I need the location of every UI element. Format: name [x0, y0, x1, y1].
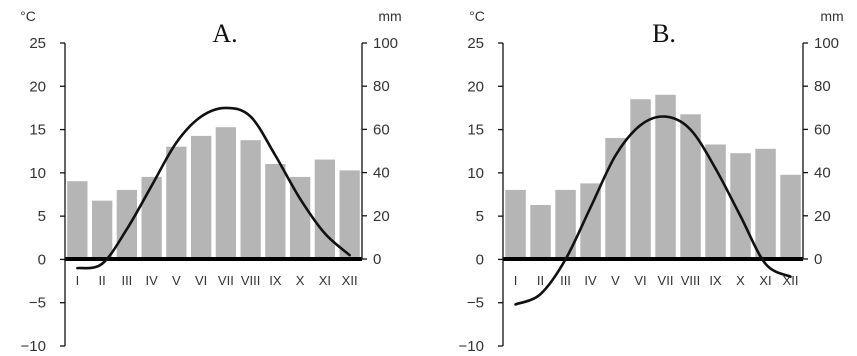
precip-bar-VI [191, 135, 212, 259]
month-label-XII: XII [783, 273, 799, 288]
month-label-III: III [560, 273, 571, 288]
precip-tick-label: 60 [373, 121, 390, 138]
month-label-XII: XII [342, 273, 358, 288]
temp-tick-label: 10 [29, 165, 46, 182]
precip-bar-VI [630, 99, 651, 259]
temp-tick-label: −10 [459, 338, 484, 355]
precip-bar-VIII [680, 114, 701, 259]
chart-title: A. [212, 19, 237, 48]
temp-tick-label: 20 [29, 78, 46, 95]
month-label-X: X [736, 273, 745, 288]
month-label-IV: IV [145, 273, 158, 288]
precip-bar-I [67, 181, 88, 259]
month-label-V: V [172, 273, 181, 288]
precip-unit-label: mm [820, 8, 843, 24]
precip-tick-label: 20 [814, 208, 831, 225]
precip-bar-IV [580, 183, 601, 259]
temp-tick-label: 15 [29, 122, 46, 139]
month-label-VI: VI [634, 273, 646, 288]
precip-tick-label: 100 [373, 35, 398, 52]
month-label-XI: XI [759, 273, 771, 288]
precip-bar-XI [755, 148, 776, 259]
precip-tick-label: 40 [373, 165, 390, 182]
month-label-IX: IX [709, 273, 722, 288]
month-label-I: I [514, 273, 518, 288]
precip-bar-IX [265, 164, 286, 259]
precip-bar-III [555, 189, 576, 259]
precip-bar-XII [780, 174, 801, 259]
temp-tick-label: −5 [467, 295, 484, 312]
temp-tick-label: 10 [467, 165, 484, 182]
precip-bar-V [605, 138, 626, 259]
precip-tick-label: 80 [373, 78, 390, 95]
precip-tick-label: 0 [373, 251, 381, 268]
temp-tick-label: 25 [29, 35, 46, 52]
temp-tick-label: 0 [476, 251, 484, 268]
temperature-line [76, 106, 351, 270]
precip-bar-IV [141, 176, 162, 259]
chart-title: B. [652, 19, 676, 48]
precip-unit-label: mm [378, 8, 401, 24]
precip-bar-III [116, 189, 137, 259]
precip-bar-XI [314, 159, 335, 259]
temp-tick-label: 5 [476, 208, 484, 225]
month-label-VIII: VIII [241, 273, 261, 288]
precip-bar-I [505, 189, 526, 259]
precip-tick-label: 80 [814, 78, 831, 95]
temp-tick-label: 0 [38, 251, 46, 268]
precip-bar-VIII [240, 140, 261, 259]
precip-bar-V [166, 146, 187, 259]
precip-bar-X [730, 153, 751, 259]
temp-unit-label: °C [20, 8, 36, 24]
temp-tick-label: −5 [29, 295, 46, 312]
temp-tick-label: −10 [21, 338, 46, 355]
month-label-VII: VII [218, 273, 234, 288]
month-label-V: V [611, 273, 620, 288]
month-label-VIII: VIII [681, 273, 701, 288]
precip-bar-II [92, 200, 113, 259]
month-label-IV: IV [584, 273, 597, 288]
temp-tick-label: 20 [467, 78, 484, 95]
precip-bar-XII [339, 170, 360, 259]
temperature-line [514, 115, 792, 306]
precip-bar-VII [655, 94, 676, 259]
temp-unit-label: °C [469, 8, 485, 24]
precip-tick-label: 40 [814, 165, 831, 182]
month-label-VII: VII [658, 273, 674, 288]
month-label-X: X [296, 273, 305, 288]
month-label-I: I [76, 273, 80, 288]
precip-bar-II [530, 205, 551, 259]
month-label-II: II [537, 273, 544, 288]
month-label-II: II [99, 273, 106, 288]
month-label-XI: XI [319, 273, 331, 288]
precip-bar-IX [705, 144, 726, 259]
temp-tick-label: 25 [467, 35, 484, 52]
temp-tick-label: 5 [38, 208, 46, 225]
precip-bar-X [290, 176, 311, 259]
precip-bar-VII [215, 127, 236, 259]
precip-tick-label: 100 [814, 35, 839, 52]
month-label-VI: VI [195, 273, 207, 288]
month-label-IX: IX [269, 273, 282, 288]
precip-tick-label: 20 [373, 208, 390, 225]
precip-tick-label: 60 [814, 121, 831, 138]
precip-tick-label: 0 [814, 251, 822, 268]
temp-tick-label: 15 [467, 122, 484, 139]
month-label-III: III [121, 273, 132, 288]
